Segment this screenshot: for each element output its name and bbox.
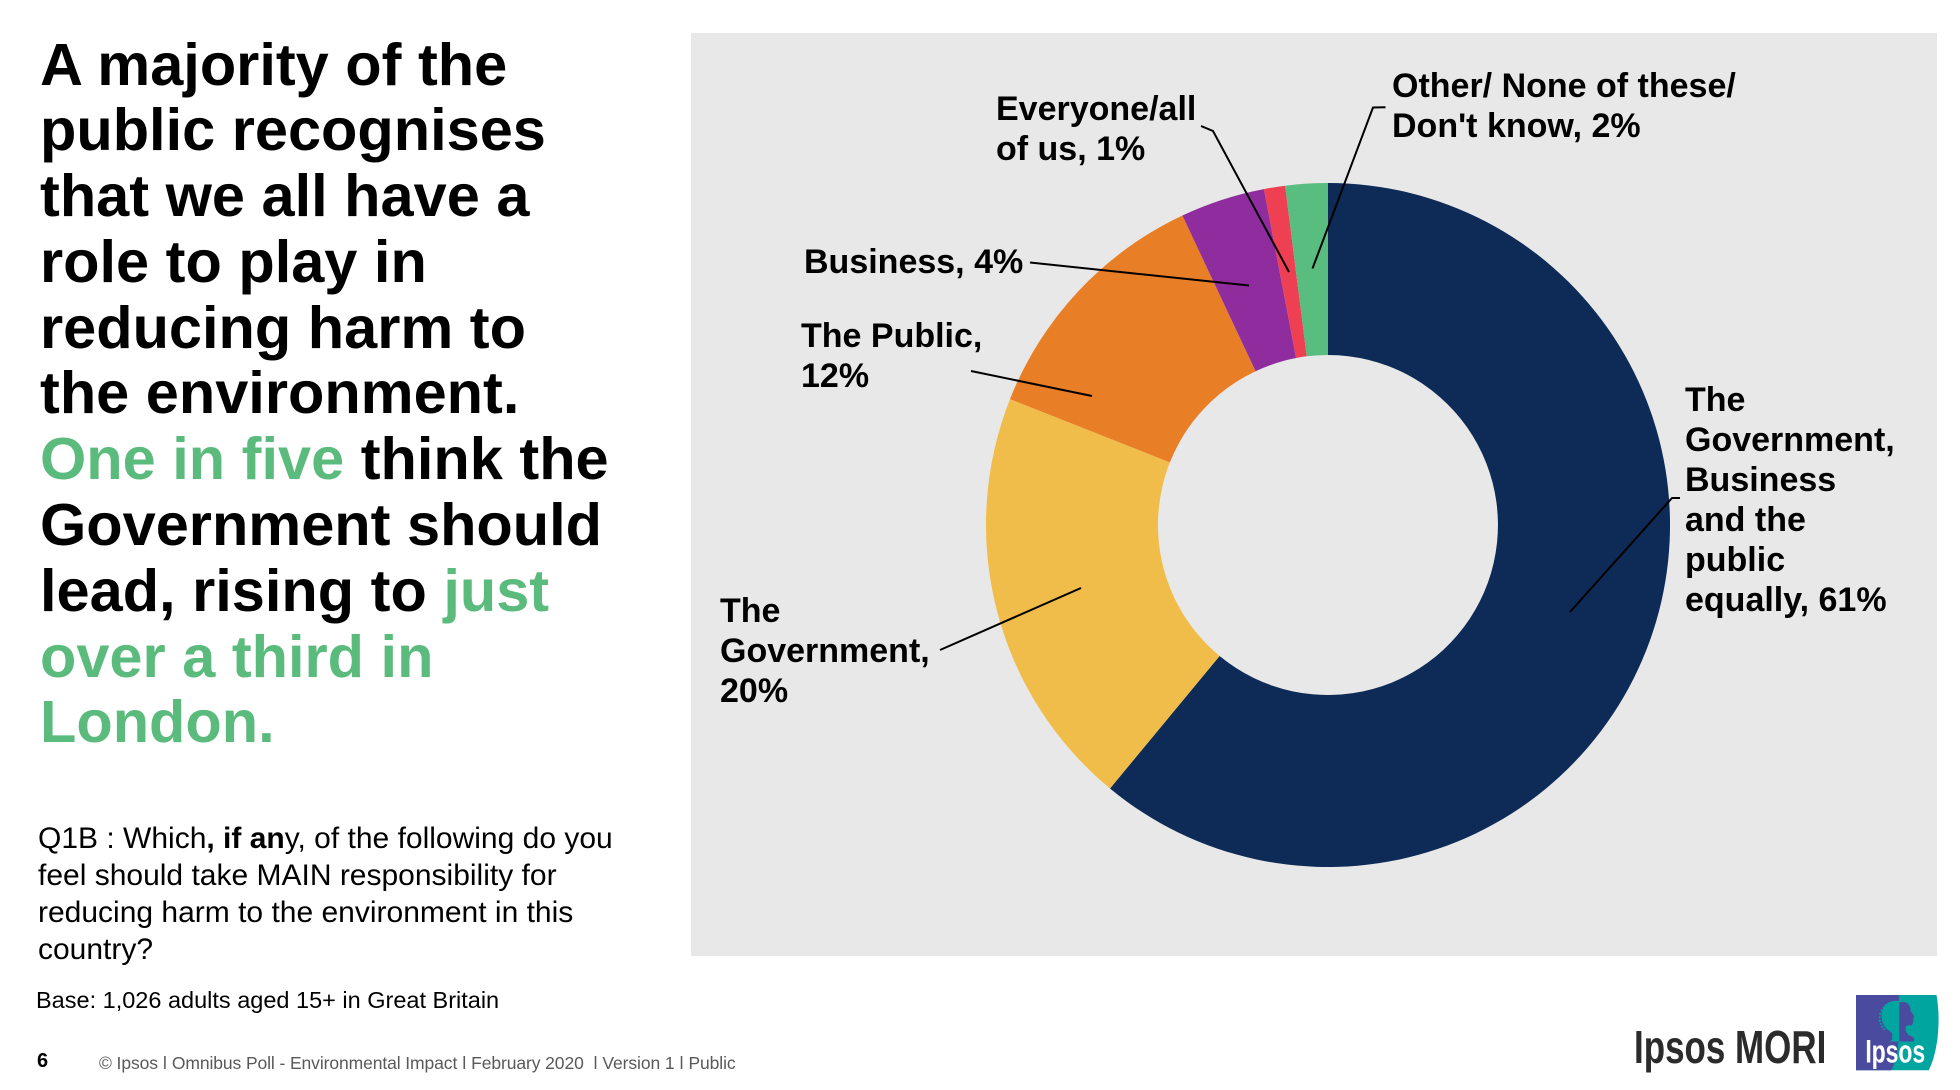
svg-text:Ipsos: Ipsos (1865, 1034, 1925, 1070)
